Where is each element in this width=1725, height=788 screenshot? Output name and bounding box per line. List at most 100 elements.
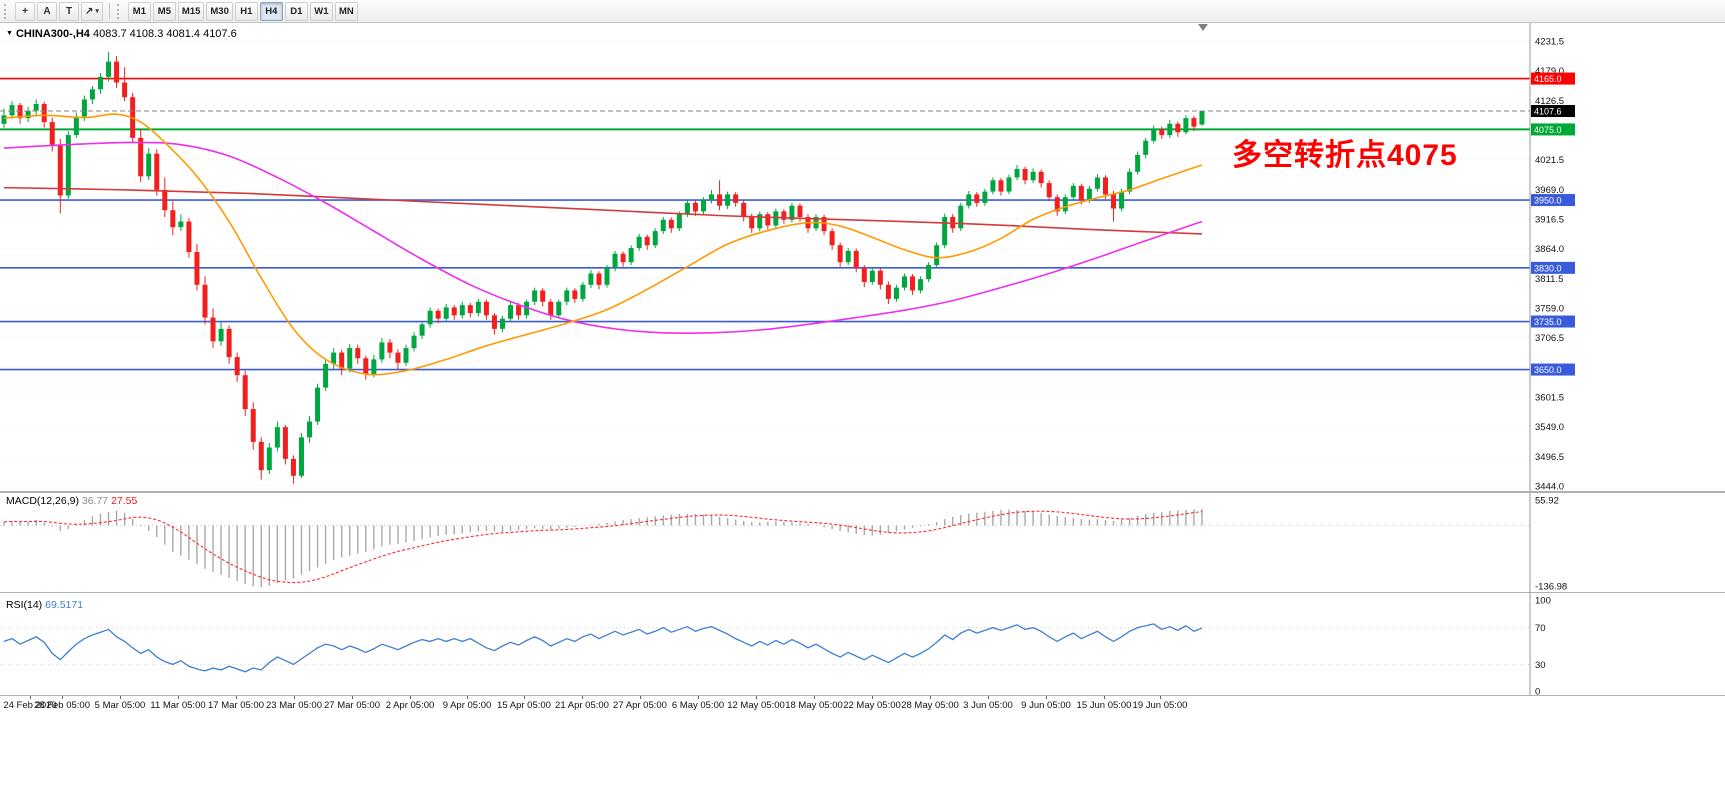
- time-axis-label: 24 Feb 2020: [3, 700, 57, 711]
- ma-orange-line[interactable]: [3, 113, 1203, 376]
- time-axis-label: 3 Jun 05:00: [963, 700, 1013, 711]
- svg-text:3706.5: 3706.5: [1535, 333, 1564, 344]
- draw-tools-button[interactable]: ↗ ▾: [81, 1, 103, 21]
- svg-text:4126.5: 4126.5: [1535, 96, 1564, 107]
- price-chart[interactable]: 4231.54179.04126.54074.04021.53969.03916…: [0, 23, 1725, 492]
- time-axis-label: 23 Mar 05:00: [266, 700, 322, 711]
- time-tick: [236, 696, 237, 699]
- price-badge: [1531, 105, 1575, 118]
- symbol-period-label: CHINA300-,H4: [15, 28, 90, 40]
- text-tool-icon: A: [43, 5, 51, 17]
- chart-title: ▼ CHINA300-,H4 4083.7 4108.3 4081.4 4107.…: [6, 28, 237, 40]
- text-tool-button[interactable]: A: [37, 1, 57, 21]
- chart-shift-marker-icon[interactable]: [1198, 24, 1208, 31]
- svg-text:4179.0: 4179.0: [1535, 66, 1564, 77]
- time-axis-label: 28 May 05:00: [901, 700, 959, 711]
- time-axis-label: 28 Feb 05:00: [34, 700, 90, 711]
- time-axis-label: 15 Jun 05:00: [1076, 700, 1132, 711]
- time-axis[interactable]: 24 Feb 2020 28 Feb 05:00 5 Mar 05:00 11 Mar…: [0, 696, 1725, 714]
- time-axis-label: 27 Mar 05:00: [324, 700, 380, 711]
- toolbar-grip[interactable]: [116, 3, 122, 19]
- time-tick: [410, 696, 411, 699]
- macd-name: MACD(12,26,9): [6, 495, 79, 507]
- time-tick: [30, 696, 31, 699]
- timeframe-w1-button[interactable]: W1: [309, 1, 333, 21]
- price-badge: [1531, 363, 1575, 376]
- label-tool-icon: T: [65, 5, 73, 17]
- rsi-panel[interactable]: 100 70 30 0: [0, 592, 1725, 696]
- timeframe-m30-button[interactable]: M30: [206, 1, 233, 21]
- time-axis-label: 21 Apr 05:00: [555, 700, 609, 711]
- time-tick: [872, 696, 873, 699]
- svg-text:3916.5: 3916.5: [1535, 214, 1564, 225]
- time-axis-label: 6 May 05:00: [671, 700, 725, 711]
- svg-text:3759.0: 3759.0: [1535, 303, 1564, 314]
- arrow-tool-icon: ↗: [85, 5, 94, 17]
- time-tick: [178, 696, 179, 699]
- macd-panel[interactable]: 55.92 -136.98: [0, 492, 1725, 592]
- crosshair-tool-button[interactable]: +: [15, 1, 35, 21]
- price-badge: [1531, 194, 1575, 207]
- time-tick: [582, 696, 583, 699]
- chart-annotation-text[interactable]: 多空转折点4075: [1232, 139, 1458, 172]
- time-tick: [120, 696, 121, 699]
- svg-text:3969.0: 3969.0: [1535, 185, 1564, 196]
- macd-histogram: [3, 508, 1203, 588]
- svg-text:-136.98: -136.98: [1535, 582, 1567, 593]
- svg-text:0: 0: [1535, 687, 1540, 697]
- time-axis-label: 5 Mar 05:00: [94, 700, 146, 711]
- time-tick: [352, 696, 353, 699]
- time-tick: [814, 696, 815, 699]
- ma-red-line[interactable]: [3, 186, 1202, 235]
- timeframe-m1-button[interactable]: M1: [127, 1, 151, 21]
- time-axis-label: 9 Apr 05:00: [442, 700, 492, 711]
- timeframe-h1-button[interactable]: H1: [234, 1, 258, 21]
- time-tick: [698, 696, 699, 699]
- time-tick: [756, 696, 757, 699]
- rsi-value: 69.5171: [45, 599, 84, 611]
- time-axis-label: 12 May 05:00: [727, 700, 785, 711]
- time-tick: [930, 696, 931, 699]
- time-axis-label: 11 Mar 05:00: [150, 700, 206, 711]
- timeframe-m5-button[interactable]: M5: [152, 1, 176, 21]
- time-tick: [524, 696, 525, 699]
- rsi-line: [3, 623, 1203, 673]
- time-tick: [1046, 696, 1047, 699]
- timeframe-h4-button[interactable]: H4: [259, 1, 283, 21]
- ma-magenta-line[interactable]: [3, 141, 1203, 335]
- svg-text:3444.0: 3444.0: [1535, 481, 1564, 492]
- svg-text:4165.0: 4165.0: [1534, 74, 1562, 84]
- svg-text:3496.5: 3496.5: [1535, 452, 1564, 463]
- macd-main-value: 36.77: [81, 495, 109, 507]
- svg-text:4021.5: 4021.5: [1535, 155, 1564, 166]
- svg-text:4075.0: 4075.0: [1534, 125, 1562, 135]
- time-tick: [988, 696, 989, 699]
- svg-text:4231.5: 4231.5: [1535, 37, 1564, 48]
- time-tick: [1104, 696, 1105, 699]
- crosshair-icon: +: [22, 5, 28, 17]
- timeframe-m15-button[interactable]: M15: [177, 1, 205, 21]
- time-axis-label: 22 May 05:00: [843, 700, 901, 711]
- svg-text:3950.0: 3950.0: [1534, 196, 1562, 206]
- candles: [1, 52, 1205, 484]
- svg-text:3549.0: 3549.0: [1535, 422, 1564, 433]
- chart-title-marker-icon: ▼: [6, 30, 13, 37]
- svg-text:3811.5: 3811.5: [1535, 274, 1563, 285]
- toolbar-separator: [108, 3, 110, 19]
- label-tool-button[interactable]: T: [59, 1, 79, 21]
- timeframe-mn-button[interactable]: MN: [334, 1, 358, 21]
- svg-text:3830.0: 3830.0: [1534, 263, 1562, 273]
- svg-text:55.92: 55.92: [1535, 496, 1559, 507]
- toolbar: + A T ↗ ▾ M1 M5 M15 M30 H1 H4 D1 W1 MN: [0, 0, 1725, 23]
- time-tick: [640, 696, 641, 699]
- timeframe-d1-button[interactable]: D1: [284, 1, 308, 21]
- macd-signal-line: [3, 510, 1203, 584]
- toolbar-grip[interactable]: [4, 3, 9, 19]
- rsi-indicator-label: RSI(14) 69.5171: [6, 599, 83, 611]
- time-axis-label: 18 May 05:00: [785, 700, 843, 711]
- time-tick: [1160, 696, 1161, 699]
- price-badge: [1531, 123, 1575, 136]
- price-badge: [1531, 72, 1575, 85]
- time-axis-label: 2 Apr 05:00: [385, 700, 435, 711]
- svg-text:70: 70: [1535, 623, 1546, 634]
